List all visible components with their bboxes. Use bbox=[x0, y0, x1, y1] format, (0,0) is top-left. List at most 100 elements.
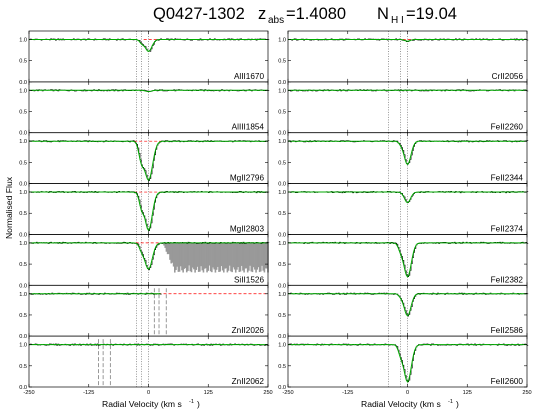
y-axis-label: Normalised Flux bbox=[4, 176, 14, 239]
ion-label: FeII2260 bbox=[491, 123, 524, 132]
y-tick-label: 0.5 bbox=[278, 59, 286, 65]
panel-znii2062: 0.0 0.5 1.0 ZnII2062 bbox=[19, 335, 270, 391]
voigt-fit bbox=[29, 242, 268, 270]
x-tick-label: -125 bbox=[83, 390, 94, 396]
y-tick-label: 1.0 bbox=[19, 88, 27, 94]
y-tick-label: 0.0 bbox=[19, 283, 27, 289]
voigt-fit bbox=[29, 191, 268, 232]
y-tick-label: 0.5 bbox=[278, 211, 286, 217]
spectrum-data bbox=[28, 38, 270, 52]
y-tick-label: 0.0 bbox=[278, 131, 286, 137]
title-n-subscript: H I bbox=[391, 15, 404, 26]
y-tick-label: 1.0 bbox=[278, 292, 286, 298]
x-axis-label-right-end: ) bbox=[456, 399, 459, 409]
panel-mgii2803: 0.0 0.5 1.0 MgII2803 bbox=[19, 183, 270, 238]
y-tick-label: 1.0 bbox=[19, 37, 27, 43]
y-tick-label: 1.0 bbox=[19, 292, 27, 298]
y-tick-label: 0.0 bbox=[278, 232, 286, 238]
y-tick-label: 0.0 bbox=[278, 283, 286, 289]
ion-label: ZnII2026 bbox=[232, 326, 265, 335]
panel-znii2026: 0.0 0.5 1.0 ZnII2026 bbox=[19, 284, 269, 340]
y-tick-label: 1.0 bbox=[278, 343, 286, 349]
y-tick-label: 0.5 bbox=[19, 262, 27, 268]
voigt-fit bbox=[288, 191, 527, 204]
y-tick-label: 1.0 bbox=[19, 343, 27, 349]
spectrum-data bbox=[287, 241, 529, 277]
y-tick-label: 0.0 bbox=[278, 334, 286, 340]
y-tick-label: 0.0 bbox=[278, 80, 286, 86]
y-tick-label: 0.5 bbox=[19, 160, 27, 166]
title-z-subscript: abs bbox=[268, 15, 284, 26]
x-axis-label-right-main: Radial Velocity (km s bbox=[361, 399, 441, 409]
y-tick-label: 0.5 bbox=[19, 313, 27, 319]
ion-label: SiII1526 bbox=[234, 275, 264, 284]
y-tick-label: 1.0 bbox=[19, 190, 27, 196]
y-tick-label: 0.0 bbox=[19, 232, 27, 238]
spectrum-data bbox=[287, 89, 529, 92]
figure-title: Q0427-1302 z abs =1.4080 N H I =19.04 bbox=[153, 5, 457, 26]
y-tick-label: 0.5 bbox=[19, 110, 27, 116]
x-tick-label: 125 bbox=[463, 390, 472, 396]
x-tick-label: -250 bbox=[23, 390, 34, 396]
ion-label: FeII2600 bbox=[491, 377, 524, 386]
x-axis-label-left: Radial Velocity (km s -1 ) bbox=[102, 399, 200, 409]
ion-label: AlII1670 bbox=[234, 72, 264, 81]
y-tick-label: 0.5 bbox=[19, 211, 27, 217]
y-tick-label: 0.5 bbox=[278, 313, 286, 319]
y-tick-label: 0.5 bbox=[278, 110, 286, 116]
x-tick-label: 250 bbox=[263, 390, 272, 396]
y-tick-label: 0.0 bbox=[19, 131, 27, 137]
x-axis-label-left-end: ) bbox=[197, 399, 200, 409]
voigt-fit bbox=[29, 89, 268, 93]
voigt-fit bbox=[288, 344, 527, 383]
x-axis-label-left-main: Radial Velocity (km s bbox=[102, 399, 182, 409]
voigt-fit bbox=[288, 140, 527, 166]
y-tick-label: 0.5 bbox=[278, 160, 286, 166]
panel-feii2374: 0.0 0.5 1.0 FeII2374 bbox=[278, 183, 529, 238]
y-tick-label: 0.5 bbox=[278, 262, 286, 268]
y-tick-label: 1.0 bbox=[278, 88, 286, 94]
y-tick-label: 0.5 bbox=[278, 364, 286, 370]
x-axis-label-left-sup: -1 bbox=[189, 399, 194, 405]
x-axis-label-right: Radial Velocity (km s -1 ) bbox=[361, 399, 459, 409]
voigt-fit bbox=[29, 39, 268, 52]
panel-feii2586: 0.0 0.5 1.0 FeII2586 bbox=[278, 284, 529, 340]
y-tick-label: 0.0 bbox=[278, 385, 286, 391]
panel-alii1670: 0.0 0.5 1.0 AlII1670 bbox=[19, 30, 270, 86]
panel-feii2382: 0.0 0.5 1.0 FeII2382 bbox=[278, 234, 529, 289]
y-tick-label: 1.0 bbox=[19, 241, 27, 247]
ion-label: MgII2796 bbox=[230, 174, 265, 183]
x-tick-label: 0 bbox=[147, 390, 150, 396]
ion-label: AlIII1854 bbox=[232, 123, 265, 132]
panel-feii2260: 0.0 0.5 1.0 FeII2260 bbox=[278, 81, 529, 137]
x-tick-label: 0 bbox=[406, 390, 409, 396]
panel-crii2056: 0.0 0.5 1.0 CrII2056 bbox=[278, 30, 529, 86]
y-tick-label: 0.0 bbox=[19, 80, 27, 86]
x-tick-label: 250 bbox=[522, 390, 531, 396]
title-n-value: =19.04 bbox=[406, 5, 457, 23]
panel-grid: 0.00.51.0AlII16700.00.51.0AlIII18540.00.… bbox=[19, 30, 532, 396]
panel-siii1526: 0.0 0.5 1.0 SiII1526 bbox=[19, 234, 270, 289]
y-tick-label: 0.0 bbox=[19, 334, 27, 340]
panel-aliii1854: 0.0 0.5 1.0 AlIII1854 bbox=[19, 81, 270, 137]
spectrum-data bbox=[287, 191, 529, 203]
title-n-symbol: N bbox=[377, 5, 389, 23]
ion-label: FeII2344 bbox=[491, 174, 524, 183]
title-z-symbol: z bbox=[258, 5, 266, 23]
y-tick-label: 1.0 bbox=[278, 139, 286, 145]
x-tick-label: 125 bbox=[204, 390, 213, 396]
voigt-fit bbox=[288, 242, 527, 278]
y-tick-label: 1.0 bbox=[19, 139, 27, 145]
x-tick-label: -250 bbox=[282, 390, 293, 396]
y-tick-label: 0.0 bbox=[278, 182, 286, 188]
ion-label: FeII2374 bbox=[491, 224, 524, 233]
y-tick-label: 1.0 bbox=[278, 190, 286, 196]
voigt-fit bbox=[288, 293, 527, 317]
y-tick-label: 1.0 bbox=[278, 241, 286, 247]
ion-label: MgII2803 bbox=[230, 224, 265, 233]
panel-feii2344: 0.0 0.5 1.0 FeII2344 bbox=[278, 132, 529, 188]
ion-label: CrII2056 bbox=[492, 72, 524, 81]
panel-feii2600: 0.0 0.5 1.0 FeII2600 bbox=[278, 335, 529, 391]
panel-mgii2796: 0.0 0.5 1.0 MgII2796 bbox=[19, 132, 270, 188]
